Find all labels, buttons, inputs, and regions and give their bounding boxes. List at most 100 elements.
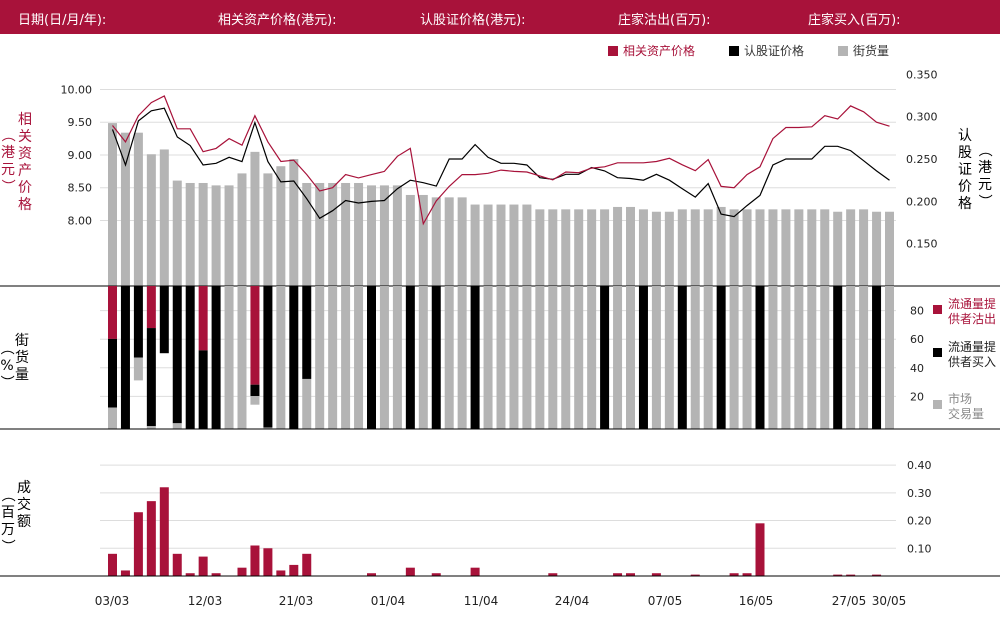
turnover-bar (405, 567, 415, 576)
lp-sell-bar (250, 286, 260, 385)
outstanding-bar (535, 209, 545, 286)
outstanding-bar (483, 204, 493, 286)
outstanding-bar (600, 209, 610, 286)
outstanding-bar (444, 197, 454, 286)
outstanding-bar (367, 185, 376, 286)
outstanding-bar (405, 194, 415, 286)
outstanding-bar (561, 209, 571, 286)
outstanding-bar (172, 180, 182, 286)
y-bottom-tick-label: 0.40 (907, 459, 932, 472)
y-right-axis-label: 格 (958, 196, 972, 212)
market-volume-bar (418, 286, 428, 429)
y-mid-axis-unit: % (0, 358, 13, 374)
lp-buy-bar (133, 286, 143, 358)
lp-buy-bar (198, 350, 208, 429)
x-tick-label: 11/04 (464, 594, 499, 608)
market-volume-bar (626, 286, 635, 429)
outstanding-bar (302, 182, 312, 286)
outstanding-bar (224, 185, 234, 286)
lp-buy-bar (120, 286, 130, 429)
legend-swatch (838, 46, 848, 56)
turnover-bar (846, 574, 856, 576)
turnover-bar (651, 573, 661, 576)
turnover-bar (470, 567, 480, 576)
y-mid-axis-label: 街 (15, 333, 29, 349)
asset-price-line (112, 95, 890, 226)
outstanding-bar (807, 209, 817, 286)
outstanding-bar (146, 154, 156, 286)
y-left-tick-label: 9.00 (68, 149, 93, 162)
turnover-bar (263, 548, 273, 576)
y-right-axis-unit: 元 (978, 177, 992, 193)
turnover-bar (872, 574, 882, 576)
outstanding-bar (379, 185, 389, 286)
market-volume-bar (548, 286, 558, 429)
market-volume-bar (885, 286, 894, 429)
y-mid-tick-label: 40 (910, 362, 924, 375)
market-volume-bar (354, 286, 364, 429)
outstanding-bar (496, 204, 506, 286)
market-volume-bar (315, 286, 325, 429)
y-right-tick-label: 0.350 (906, 68, 938, 81)
y-left-axis-label: 相 (18, 112, 32, 128)
y-left-axis-label: 价 (18, 180, 32, 196)
market-volume-bar (820, 286, 830, 429)
lp-buy-bar (755, 286, 765, 429)
lp-buy-bar (638, 286, 648, 429)
y-mid-tick-label: 80 (910, 305, 924, 318)
y-right-axis-label: 认 (958, 128, 972, 144)
turnover-bar (302, 553, 312, 576)
header-asset-price-label: 相关资产价格(港元): (218, 13, 337, 28)
y-bottom-axis-label: 额 (17, 514, 31, 530)
lp-buy-bar (677, 286, 687, 429)
market-volume-bar (483, 286, 493, 429)
mid-legend-label: 流通量提 (948, 339, 996, 354)
outstanding-bar (341, 182, 351, 286)
market-volume-bar (794, 286, 804, 429)
outstanding-bar (574, 209, 584, 286)
turnover-bar (120, 570, 130, 576)
outstanding-bar (457, 197, 467, 286)
outstanding-bar (522, 204, 532, 286)
x-tick-label: 12/03 (188, 594, 223, 608)
y-left-tick-label: 8.00 (68, 214, 93, 227)
outstanding-bar (833, 211, 843, 286)
y-right-tick-label: 0.250 (906, 153, 938, 166)
outstanding-bar (755, 209, 765, 286)
market-volume-bar (768, 286, 778, 429)
market-volume-bar (535, 286, 545, 429)
outstanding-bar (768, 209, 778, 286)
market-volume-bar (108, 407, 117, 429)
y-bottom-axis-unit: 万 (1, 522, 15, 538)
turnover-bar (548, 573, 558, 576)
market-volume-bar (807, 286, 817, 429)
outstanding-bar (354, 182, 364, 286)
turnover-bar (159, 487, 169, 576)
outstanding-bar (677, 209, 687, 286)
outstanding-bar (703, 209, 713, 286)
market-volume-bar (574, 286, 584, 429)
lp-sell-bar (108, 286, 117, 339)
y-right-axis-unit: ） (976, 194, 992, 208)
legend-swatch (608, 46, 618, 56)
market-volume-bar (379, 286, 389, 429)
market-volume-bar (781, 286, 791, 429)
outstanding-bar (690, 209, 700, 286)
lp-buy-bar (302, 286, 312, 379)
market-volume-bar (444, 286, 454, 429)
y-left-axis-unit: ） (0, 179, 15, 193)
outstanding-bar (651, 211, 661, 286)
outstanding-bar (885, 211, 894, 286)
lp-buy-bar (872, 286, 882, 429)
y-bottom-tick-label: 0.10 (907, 542, 932, 555)
market-volume-bar (690, 286, 700, 429)
market-volume-bar (133, 357, 143, 381)
y-left-axis-unit: 元 (1, 162, 15, 178)
market-volume-bar (302, 378, 312, 429)
turnover-bar (289, 564, 299, 576)
outstanding-bar (108, 123, 117, 286)
y-bottom-axis-label: 成 (17, 480, 31, 496)
y-bottom-axis-label: 交 (17, 496, 31, 513)
x-tick-label: 21/03 (279, 594, 314, 608)
lp-buy-bar (833, 286, 843, 429)
